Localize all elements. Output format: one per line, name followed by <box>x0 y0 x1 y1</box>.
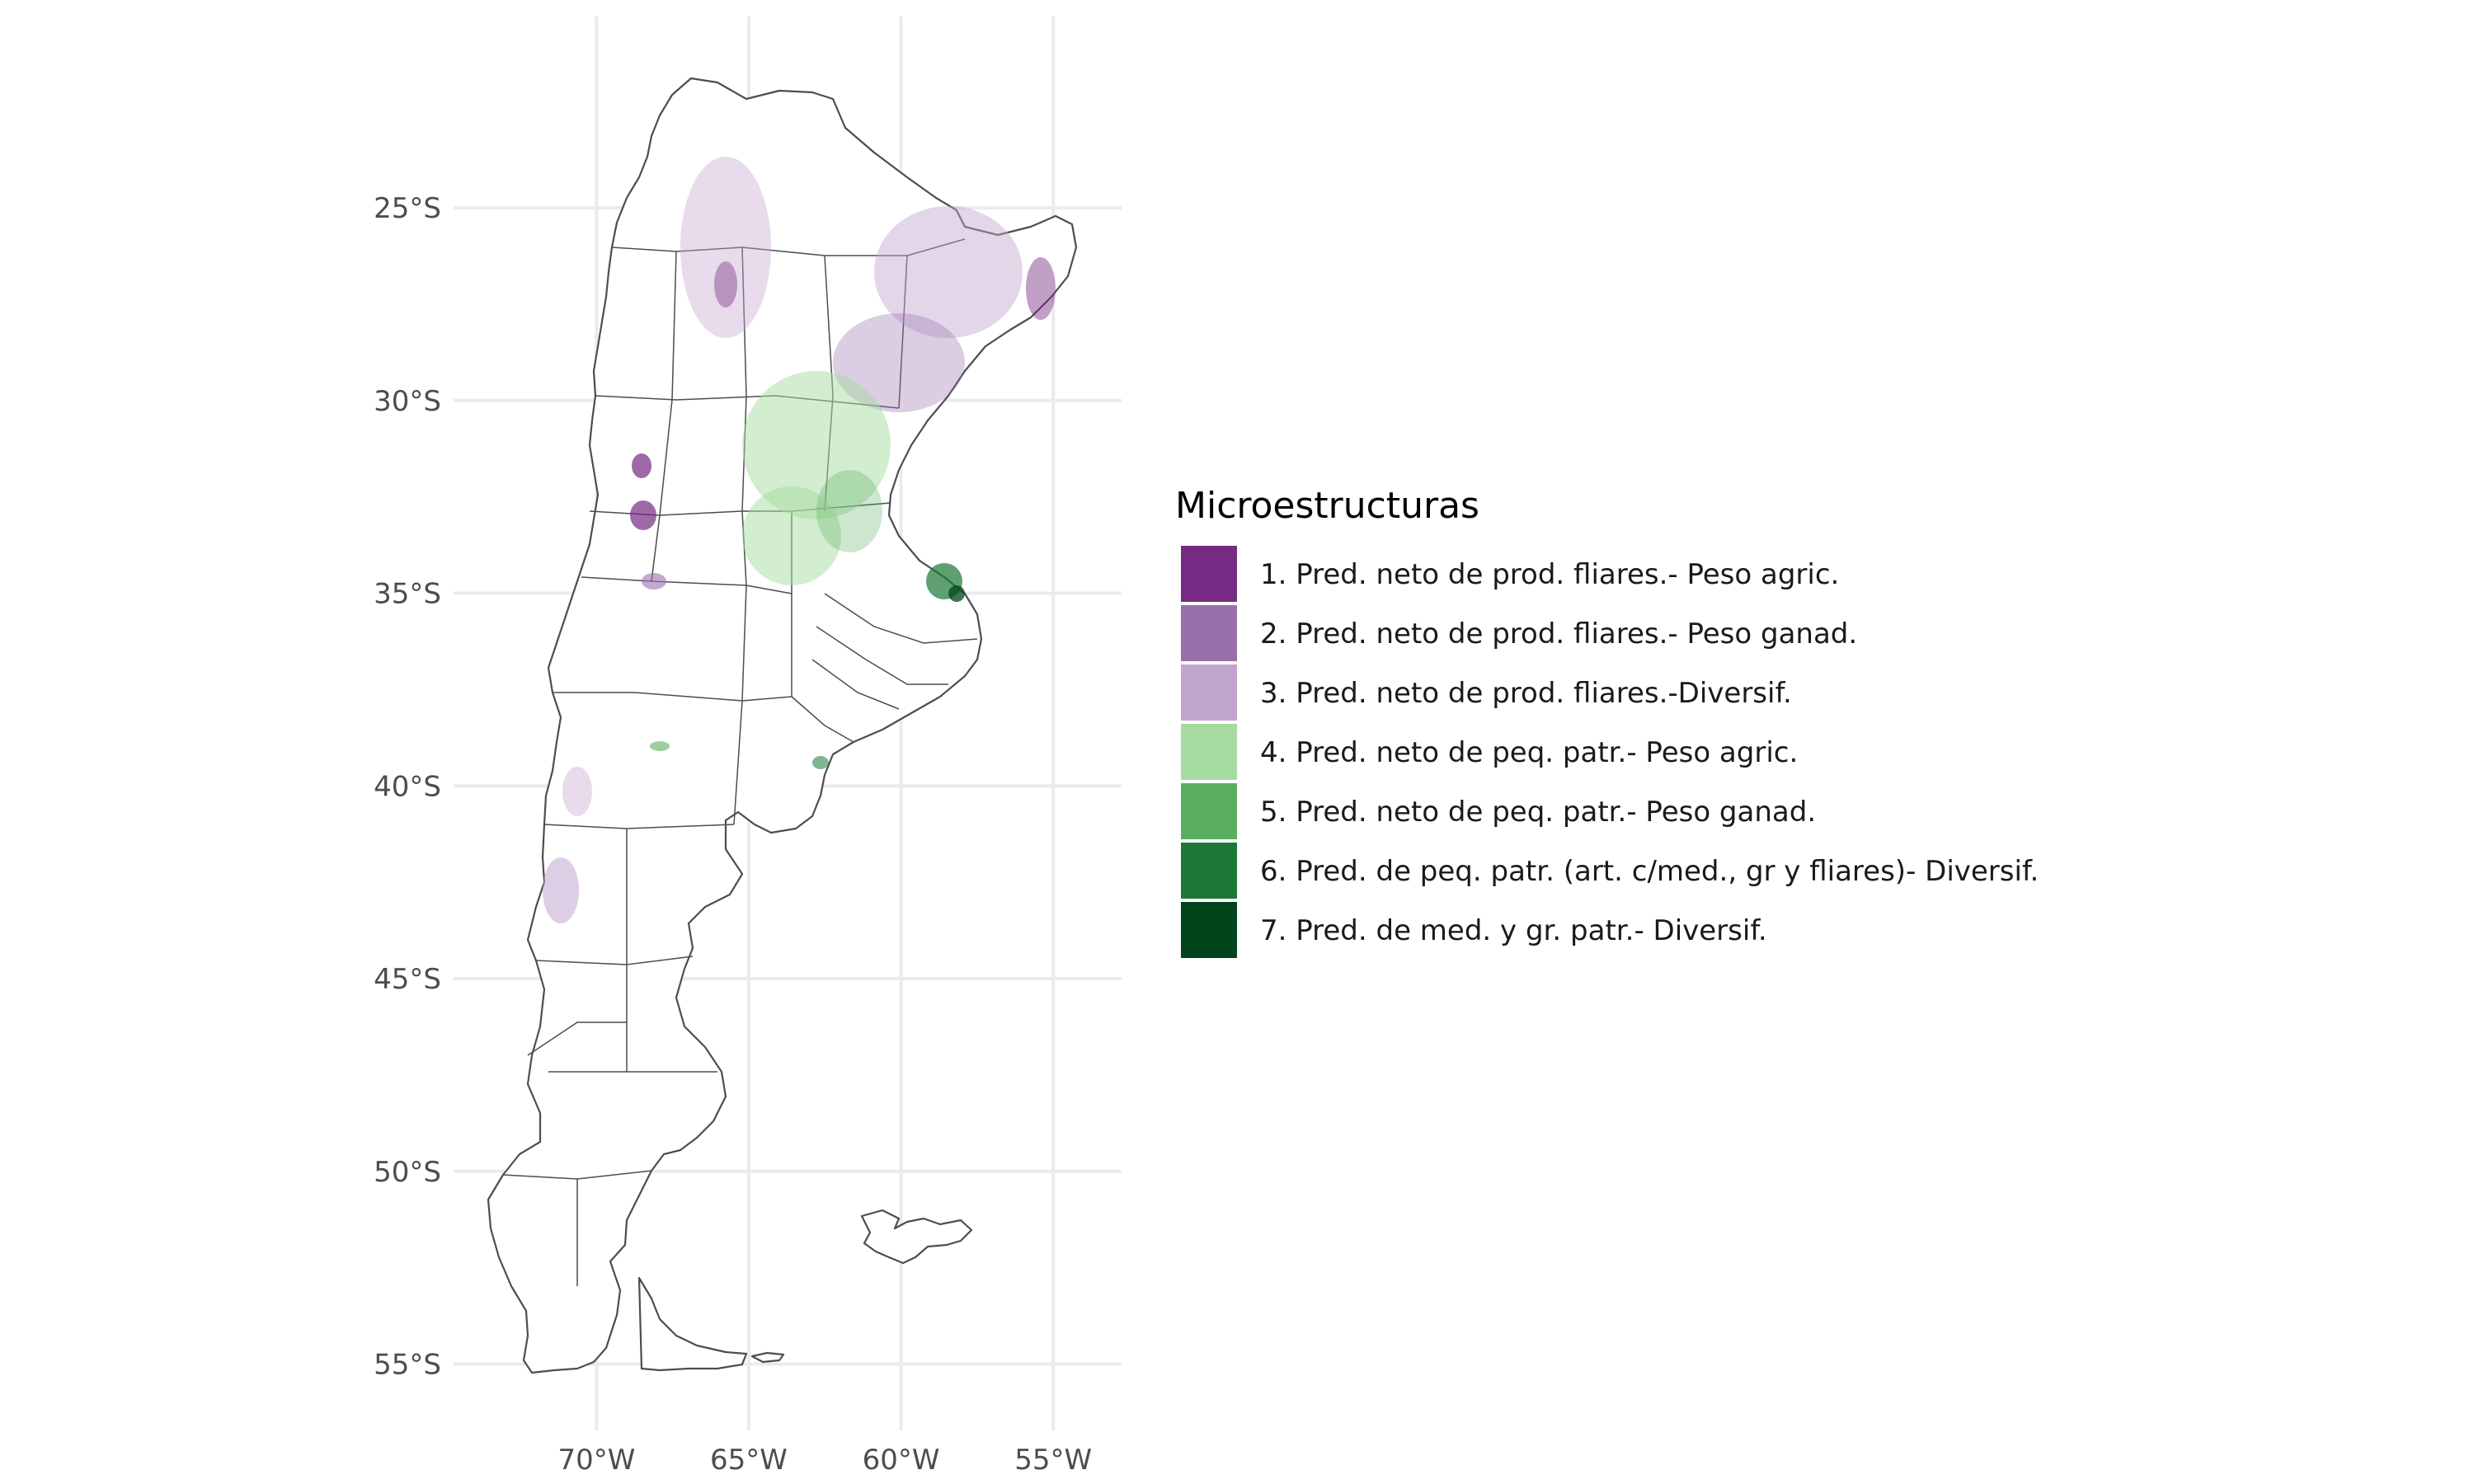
patch-class-1-misiones <box>1026 257 1056 320</box>
legend-items: 1. Pred. neto de prod. fliares.- Peso ag… <box>1181 546 2039 958</box>
microstructure-patches <box>543 157 1056 923</box>
legend-swatch <box>1181 546 1237 602</box>
isla-de-los-estados <box>750 1351 785 1364</box>
patch-class-7-buenos-aires <box>948 585 965 602</box>
y-tick-label: 30°S <box>374 385 441 418</box>
legend-label: 6. Pred. de peq. patr. (art. c/med., gr … <box>1260 855 2039 888</box>
y-tick-label: 50°S <box>374 1156 441 1189</box>
y-tick-label: 25°S <box>374 192 441 225</box>
tierra-del-fuego <box>637 1276 748 1372</box>
y-tick-label: 45°S <box>374 963 441 996</box>
legend-swatch <box>1181 843 1237 899</box>
y-tick-label: 35°S <box>374 578 441 611</box>
legend-label: 2. Pred. neto de prod. fliares.- Peso ga… <box>1260 618 1857 650</box>
patch-class-4-pampas <box>742 371 891 519</box>
patch-class-3-nw <box>680 157 771 338</box>
x-tick-label: 70°W <box>557 1444 635 1477</box>
axes: 70°W 65°W 60°W 55°W 25°S 30°S 35°S 40°S 45°S 50°S… <box>374 192 1092 1477</box>
legend-label: 3. Pred. neto de prod. fliares.-Diversif… <box>1260 677 1792 710</box>
legend-swatch <box>1181 665 1237 721</box>
argentina-mainland <box>487 77 1078 1374</box>
patch-class-3-patagonia-west <box>543 857 579 923</box>
legend-label: 7. Pred. de med. y gr. patr.- Diversif. <box>1260 914 1767 947</box>
y-tick-label: 40°S <box>374 770 441 803</box>
patch-class-2-mendoza-south <box>642 573 666 589</box>
legend-label: 4. Pred. neto de peq. patr.- Peso agric. <box>1260 736 1798 769</box>
malvinas-islands <box>860 1209 973 1265</box>
y-tick-label: 55°S <box>374 1349 441 1382</box>
patch-class-6-rio-negro <box>812 756 829 769</box>
x-tick-label: 55°W <box>1014 1444 1092 1477</box>
patch-class-2-chaco <box>833 313 965 412</box>
argentina-map <box>487 77 1078 1374</box>
legend: Microestructuras 1. Pred. neto de prod. … <box>1175 485 2039 958</box>
x-tick-label: 65°W <box>710 1444 788 1477</box>
legend-swatch <box>1181 783 1237 839</box>
patch-class-3-ne <box>874 206 1023 338</box>
x-tick-label: 60°W <box>863 1444 940 1477</box>
patch-class-1-mendoza <box>630 500 656 530</box>
legend-title: Microestructuras <box>1175 485 1479 527</box>
legend-label: 1. Pred. neto de prod. fliares.- Peso ag… <box>1260 558 1839 591</box>
patch-class-3-andes <box>562 767 592 816</box>
patch-class-5-rio-negro <box>650 741 670 751</box>
patch-class-5-pampas <box>816 470 882 552</box>
patch-class-1-tucuman <box>714 261 737 308</box>
legend-swatch <box>1181 605 1237 661</box>
legend-swatch <box>1181 902 1237 958</box>
legend-swatch <box>1181 724 1237 780</box>
legend-label: 5. Pred. neto de peq. patr.- Peso ganad. <box>1260 796 1816 829</box>
patch-class-4-cordoba <box>742 486 841 585</box>
patch-class-1-san-juan <box>632 453 651 478</box>
